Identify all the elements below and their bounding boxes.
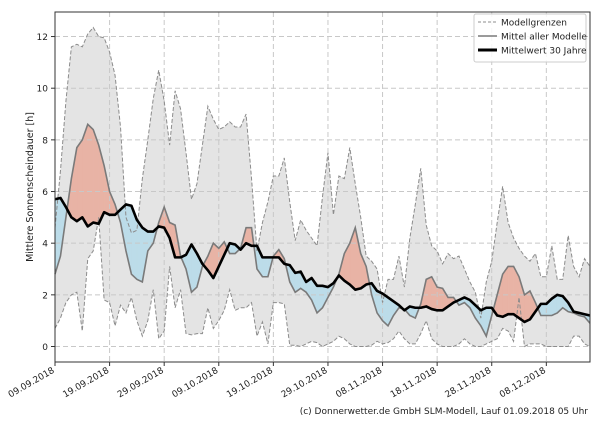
below-mean-fill	[262, 257, 267, 276]
y-tick-label: 12	[37, 33, 48, 43]
x-tick-label: 08.12.2018	[498, 366, 548, 401]
legend-item-mittel-aller-modelle: Mittel aller Modelle	[501, 33, 587, 43]
x-tick-label: 19.10.2018	[225, 366, 275, 401]
legend: Modellgrenzen Mittel aller Modelle Mitte…	[474, 14, 587, 62]
legend-item-modellgrenzen: Modellgrenzen	[501, 19, 567, 29]
y-tick-label: 0	[42, 343, 48, 353]
x-tick-label: 09.09.2018	[7, 366, 57, 401]
above-mean-fill	[437, 287, 442, 310]
x-tick-label: 29.10.2018	[280, 366, 330, 401]
below-mean-fill	[541, 304, 546, 316]
above-mean-fill	[508, 266, 513, 314]
below-mean-fill	[137, 220, 142, 282]
y-axis-label: Mittlere Sonnenscheindauer [h]	[25, 112, 36, 262]
x-tick-label: 28.11.2018	[444, 366, 494, 401]
footer-credit: (c) Donnerwetter.de GmbH SLM-Modell, Lau…	[300, 407, 589, 417]
x-tick-label: 29.09.2018	[116, 366, 166, 401]
x-tick-label: 08.11.2018	[334, 366, 384, 401]
x-tick-label: 19.09.2018	[61, 366, 111, 401]
y-tick-label: 4	[42, 240, 48, 250]
y-tick-label: 2	[42, 291, 48, 301]
x-tick-label: 18.11.2018	[389, 366, 439, 401]
y-tick-label: 8	[42, 136, 48, 146]
above-mean-fill	[524, 291, 529, 322]
above-mean-fill	[77, 140, 82, 221]
above-mean-fill	[426, 277, 431, 309]
y-axis-ticks: 0 2 4 6 8 10 12	[37, 33, 55, 353]
y-tick-label: 10	[37, 85, 49, 95]
x-tick-label: 09.10.2018	[171, 366, 221, 401]
y-tick-label: 6	[42, 188, 48, 198]
legend-item-mittelwert-30-jahre: Mittelwert 30 Jahre	[501, 47, 587, 57]
